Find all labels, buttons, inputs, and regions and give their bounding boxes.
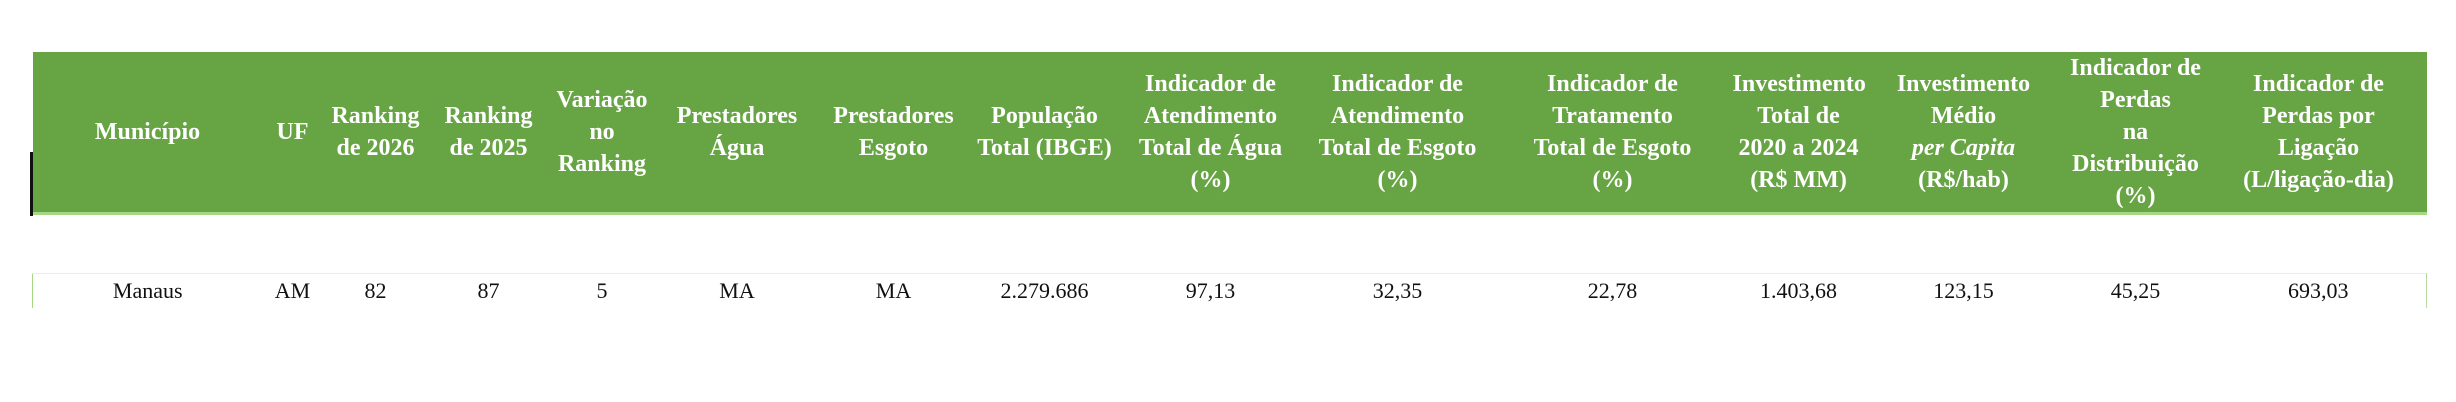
- left-border-marker: [29, 152, 33, 216]
- column-header-prestadores-agua[interactable]: Prestadores Água: [655, 52, 819, 215]
- cell-variacao-ranking[interactable]: 5: [548, 273, 656, 308]
- cell-atendimento-agua[interactable]: 97,13: [1120, 273, 1301, 308]
- column-header-prestadores-esgoto[interactable]: Prestadores Esgoto: [818, 52, 969, 215]
- table-header-row: Município UF Ranking de 2026 Ranking de …: [29, 52, 2427, 216]
- table-row[interactable]: Manaus AM 82 87 5 MA MA 2.279.686 97,13 …: [32, 273, 2427, 308]
- cell-municipio[interactable]: Manaus: [32, 273, 263, 308]
- cell-populacao-total[interactable]: 2.279.686: [968, 273, 1121, 308]
- column-header-investimento-medio[interactable]: Investimento Médio per Capita (R$/hab): [1866, 52, 2061, 215]
- cell-perdas-ligacao[interactable]: 693,03: [2210, 273, 2427, 308]
- column-header-ranking-2025[interactable]: Ranking de 2025: [428, 52, 549, 215]
- cell-uf[interactable]: AM: [262, 273, 323, 308]
- column-header-perdas-ligacao[interactable]: Indicador de Perdas por Ligação (L/ligaç…: [2210, 52, 2427, 215]
- spacer-cell: [33, 214, 2427, 274]
- cell-atendimento-esgoto[interactable]: 32,35: [1300, 273, 1495, 308]
- column-header-ranking-2026[interactable]: Ranking de 2026: [322, 52, 429, 215]
- cell-prestadores-agua[interactable]: MA: [655, 273, 819, 308]
- column-header-municipio[interactable]: Município: [29, 52, 263, 216]
- cell-investimento-medio[interactable]: 123,15: [1866, 273, 2061, 308]
- column-header-populacao-total[interactable]: População Total (IBGE): [968, 52, 1121, 215]
- column-header-tratamento-esgoto[interactable]: Indicador de Tratamento Total de Esgoto …: [1494, 52, 1731, 215]
- cell-ranking-2025[interactable]: 87: [428, 273, 549, 308]
- cell-investimento-total[interactable]: 1.403,68: [1730, 273, 1867, 308]
- column-header-atendimento-agua[interactable]: Indicador de Atendimento Total de Água (…: [1120, 52, 1301, 215]
- column-header-investimento-total[interactable]: Investimento Total de 2020 a 2024 (R$ MM…: [1730, 52, 1867, 215]
- column-header-variacao-ranking[interactable]: Variação no Ranking: [548, 52, 656, 215]
- column-header-atendimento-esgoto[interactable]: Indicador de Atendimento Total de Esgoto…: [1300, 52, 1495, 215]
- column-header-perdas-distribuicao[interactable]: Indicador de Perdas na Distribuição (%): [2060, 52, 2211, 215]
- cell-tratamento-esgoto[interactable]: 22,78: [1494, 273, 1731, 308]
- cell-prestadores-esgoto[interactable]: MA: [818, 273, 969, 308]
- column-header-uf[interactable]: UF: [262, 52, 323, 215]
- ranking-table-container: Município UF Ranking de 2026 Ranking de …: [29, 52, 2427, 308]
- cell-perdas-distribuicao[interactable]: 45,25: [2060, 273, 2211, 308]
- ranking-table: Município UF Ranking de 2026 Ranking de …: [29, 52, 2427, 308]
- spacer-row: [33, 214, 2427, 274]
- cell-ranking-2026[interactable]: 82: [322, 273, 429, 308]
